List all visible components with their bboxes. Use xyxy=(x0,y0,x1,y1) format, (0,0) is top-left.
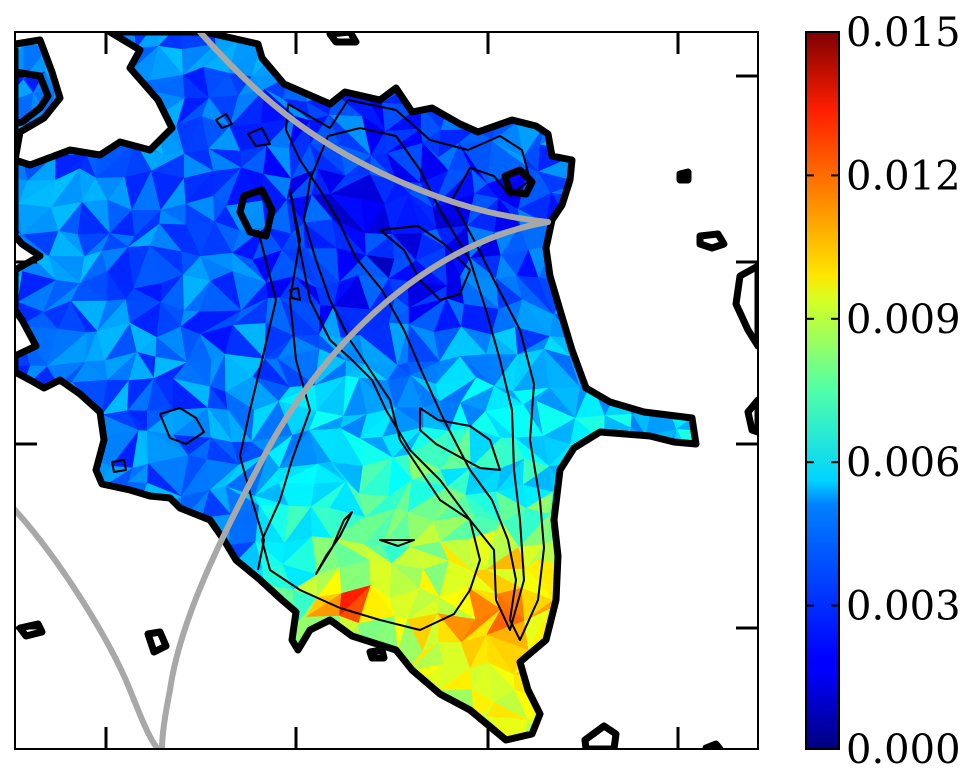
colorbar-tick-label: 0.006 xyxy=(846,440,961,486)
inner-contour-line xyxy=(315,511,353,575)
outline-contour xyxy=(16,620,46,640)
outline-contour xyxy=(144,628,170,656)
axis-ticks xyxy=(15,32,758,749)
inner-contour-line xyxy=(285,99,545,641)
colorbar-tick-label: 0.012 xyxy=(846,153,961,199)
outline-contour xyxy=(732,262,758,350)
inner-contour-line xyxy=(419,407,501,471)
colorbar-tick-label: 0.003 xyxy=(846,584,961,630)
colorbar-tick-label: 0.015 xyxy=(846,10,961,56)
grey-curve xyxy=(159,219,551,749)
colorbar-tick-label: 0.000 xyxy=(846,727,961,773)
outline-contour xyxy=(744,396,758,436)
inner-contour-line xyxy=(379,225,471,301)
inner-contour-line xyxy=(289,287,301,301)
inner-contour-line xyxy=(111,459,127,473)
colorbar: 0.000 0.003 0.006 0.009 0.012 0.015 xyxy=(805,10,961,773)
outline-contour xyxy=(581,722,620,749)
inner-contour-line xyxy=(303,127,525,631)
grey-curves xyxy=(15,32,551,749)
inner-contour-line xyxy=(239,229,277,571)
colorbar-tick-label: 0.009 xyxy=(846,297,961,343)
colorbar-gradient xyxy=(805,31,840,750)
outline-contour xyxy=(15,32,700,744)
inner-contour-line xyxy=(379,539,415,547)
plot-frame xyxy=(14,31,759,750)
inner-contour-line xyxy=(247,127,271,147)
outline-contour xyxy=(501,166,536,198)
grey-curve xyxy=(197,32,551,225)
outline-contour xyxy=(676,168,692,184)
outline-contour xyxy=(236,186,276,240)
outline-contour xyxy=(15,68,52,128)
colorbar-ticks: 0.000 0.003 0.006 0.009 0.012 0.015 xyxy=(806,10,961,773)
inner-contour-line xyxy=(261,189,481,631)
inner-contour-line xyxy=(159,407,205,445)
grey-curve xyxy=(15,507,161,749)
outline-contour xyxy=(696,230,728,252)
inner-contour-line xyxy=(215,113,233,129)
outline-contours xyxy=(15,32,758,749)
heatmap-plot-area xyxy=(15,32,758,749)
inner-contours xyxy=(111,99,545,641)
outline-contour xyxy=(366,646,388,662)
